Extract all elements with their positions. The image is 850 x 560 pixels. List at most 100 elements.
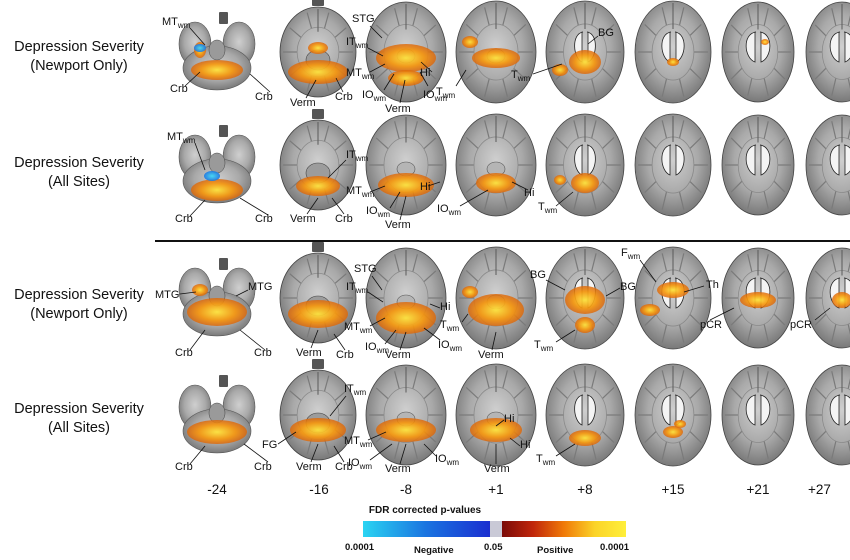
slice-label: -24 [207,482,227,497]
positive-cluster [288,60,348,84]
positive-cluster [192,284,208,296]
anatomical-label: STG [352,13,375,25]
slice-label: -8 [399,482,412,497]
anatomical-label: STG [354,263,377,275]
anatomical-label: pCR [790,319,812,331]
positive-cluster [187,298,247,326]
brain-slice [455,113,537,217]
anatomical-label: IOwm [437,203,461,217]
brain-slice [634,113,712,217]
anatomical-label: Twm [436,86,456,100]
colorbar-title: FDR corrected p-values [368,505,482,516]
anatomical-label: BG [598,27,614,39]
anatomical-label: Fwm [621,247,641,261]
anatomical-label: MTwm [162,16,191,30]
positive-cluster [569,430,601,446]
brain-slice [178,375,256,454]
brain-slice [634,0,712,104]
colorbar-pos-label: Positive [537,545,574,556]
anatomical-label: Hi [420,67,430,79]
anatomical-label: MTwm [167,131,196,145]
slice-label: -16 [309,482,329,497]
brain-slice [721,114,795,216]
anatomical-label: FG [262,439,277,451]
colorbar-pos-max: 0.0001 [600,542,630,553]
slice-label: +21 [746,482,770,497]
row-label: Depression Severity (All Sites) [14,401,144,436]
anatomical-label: IOwm [366,205,390,219]
anatomical-label: Verm [385,219,411,231]
anatomical-label: ITwm [346,36,369,50]
positive-cluster [288,300,348,328]
anatomical-label: ITwm [346,149,369,163]
positive-cluster [296,176,340,196]
anatomical-label: Crb [255,91,273,103]
positive-cluster [462,36,478,48]
colorbar-positive [502,521,626,537]
anatomical-label: Crb [175,461,193,473]
anatomical-label: Hi [504,413,514,425]
anatomical-label: MTwm [346,67,375,81]
slice-label: +15 [661,482,685,497]
anatomical-label: Th [706,279,719,291]
positive-cluster [640,304,660,316]
positive-cluster [191,60,243,80]
positive-cluster [476,173,516,193]
slice-label: +27 [808,482,831,497]
anatomical-label: Verm [385,349,411,361]
brain-slice [805,114,850,216]
anatomical-label: MTG [248,281,272,293]
annotation-labels: MTwmCrbCrbSTGITwmMTwmCrbVermIOwmVermIOwm… [155,13,812,475]
positive-cluster [388,70,424,86]
anatomical-label: Crb [254,347,272,359]
colorbar-negative [363,521,490,537]
brain-slice [721,1,795,103]
anatomical-label: MTwm [344,435,373,449]
anatomical-label: ITwm [344,383,367,397]
anatomical-label: Twm [440,319,460,333]
anatomical-label: Twm [511,69,531,83]
anatomical-label: Twm [538,201,558,215]
anatomical-label: Verm [296,461,322,473]
positive-cluster [565,286,605,314]
anatomical-label: Crb [335,213,353,225]
anatomical-label: Verm [484,463,510,475]
anatomical-label: Crb [175,347,193,359]
anatomical-label: IOwm [348,457,372,471]
positive-cluster [657,282,689,298]
positive-cluster [376,44,436,72]
anatomical-label: Verm [296,347,322,359]
colorbar-neg-min: 0.0001 [345,542,375,553]
anatomical-label: Crb [335,91,353,103]
positive-cluster [308,42,328,54]
anatomical-label: Verm [478,349,504,361]
colorbar-threshold [490,521,502,537]
row-label: Depression Severity (Newport Only) [14,39,144,74]
anatomical-label: IOwm [438,339,462,353]
anatomical-label: Hi [520,439,530,451]
anatomical-label: Hi [524,187,534,199]
anatomical-label: Verm [290,213,316,225]
positive-cluster [462,286,478,298]
anatomical-label: Hi [420,181,430,193]
anatomical-label: Verm [385,103,411,115]
brain-slice [805,364,850,466]
colorbar-mid: 0.05 [484,542,503,553]
anatomical-label: Crb [175,213,193,225]
anatomical-label: MTwm [344,321,373,335]
anatomical-label: pCR [700,319,722,331]
positive-cluster [667,58,679,66]
anatomical-label: Verm [385,463,411,475]
brain-slice [805,1,850,103]
positive-cluster [378,173,434,197]
brain-slices [178,0,850,467]
brain-slice [545,113,625,217]
positive-cluster [472,48,520,68]
anatomical-label: IOwm [365,341,389,355]
anatomical-label: MTwm [346,185,375,199]
positive-cluster [571,173,599,193]
brain-slice [634,363,712,467]
slice-label: +1 [488,482,504,497]
anatomical-label: Hi [440,301,450,313]
anatomical-label: Crb [255,213,273,225]
